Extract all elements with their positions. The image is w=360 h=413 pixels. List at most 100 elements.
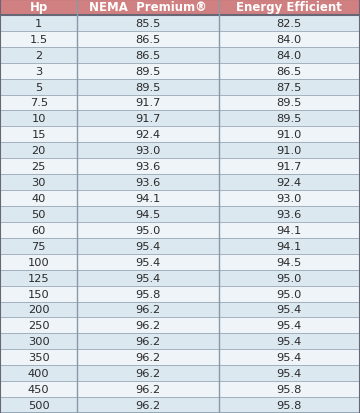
Text: 93.6: 93.6 <box>135 178 161 188</box>
Text: 95.4: 95.4 <box>135 241 161 251</box>
Text: 84.0: 84.0 <box>276 51 302 61</box>
Bar <box>219 79 360 95</box>
Text: 91.7: 91.7 <box>276 162 302 172</box>
Bar <box>219 270 360 286</box>
Text: 20: 20 <box>32 146 46 156</box>
Bar <box>0 222 77 238</box>
Bar <box>219 32 360 47</box>
Bar <box>219 175 360 191</box>
Text: 5: 5 <box>35 82 42 93</box>
Bar <box>219 302 360 318</box>
Text: 10: 10 <box>31 114 46 124</box>
Text: 125: 125 <box>28 273 50 283</box>
Bar <box>0 64 77 79</box>
Bar <box>77 32 219 47</box>
Text: 91.0: 91.0 <box>276 146 302 156</box>
Bar <box>77 127 219 143</box>
Bar <box>77 159 219 175</box>
Bar <box>0 0 77 16</box>
Text: 94.1: 94.1 <box>135 194 161 204</box>
Bar <box>219 222 360 238</box>
Text: 95.0: 95.0 <box>276 289 302 299</box>
Bar <box>77 270 219 286</box>
Text: 7.5: 7.5 <box>30 98 48 108</box>
Text: 93.0: 93.0 <box>135 146 161 156</box>
Text: 95.4: 95.4 <box>276 337 302 347</box>
Bar <box>0 366 77 381</box>
Bar <box>77 79 219 95</box>
Bar <box>77 366 219 381</box>
Bar <box>0 318 77 334</box>
Bar <box>0 16 77 32</box>
Text: 96.2: 96.2 <box>135 400 161 410</box>
Text: 94.5: 94.5 <box>135 209 161 219</box>
Text: 89.5: 89.5 <box>135 82 161 93</box>
Bar <box>0 206 77 222</box>
Text: 96.2: 96.2 <box>135 352 161 362</box>
Text: 100: 100 <box>28 257 50 267</box>
Bar <box>219 254 360 270</box>
Bar <box>0 159 77 175</box>
Text: 86.5: 86.5 <box>135 51 161 61</box>
Text: 15: 15 <box>31 130 46 140</box>
Bar <box>0 302 77 318</box>
Text: 92.4: 92.4 <box>277 178 302 188</box>
Bar <box>77 47 219 64</box>
Bar <box>0 238 77 254</box>
Text: 82.5: 82.5 <box>276 19 302 29</box>
Bar <box>0 334 77 349</box>
Bar <box>77 95 219 111</box>
Text: 95.8: 95.8 <box>276 400 302 410</box>
Bar <box>219 0 360 16</box>
Bar <box>0 111 77 127</box>
Bar <box>219 143 360 159</box>
Text: 500: 500 <box>28 400 50 410</box>
Bar <box>219 47 360 64</box>
Bar <box>77 206 219 222</box>
Text: 40: 40 <box>32 194 46 204</box>
Bar <box>77 318 219 334</box>
Bar <box>219 111 360 127</box>
Bar <box>77 175 219 191</box>
Text: 30: 30 <box>31 178 46 188</box>
Text: 96.2: 96.2 <box>135 320 161 331</box>
Bar <box>77 397 219 413</box>
Bar <box>219 238 360 254</box>
Text: 95.4: 95.4 <box>276 305 302 315</box>
Bar <box>0 381 77 397</box>
Text: NEMA  Premium®: NEMA Premium® <box>89 2 207 14</box>
Bar <box>0 254 77 270</box>
Bar <box>77 334 219 349</box>
Bar <box>0 175 77 191</box>
Bar <box>0 349 77 366</box>
Text: 450: 450 <box>28 384 50 394</box>
Bar <box>77 254 219 270</box>
Bar <box>0 47 77 64</box>
Text: Energy Efficient: Energy Efficient <box>236 2 342 14</box>
Bar <box>77 191 219 206</box>
Text: 95.4: 95.4 <box>276 320 302 331</box>
Bar <box>77 238 219 254</box>
Text: 60: 60 <box>32 225 46 235</box>
Bar <box>0 143 77 159</box>
Text: 95.8: 95.8 <box>276 384 302 394</box>
Text: 85.5: 85.5 <box>135 19 161 29</box>
Bar <box>0 95 77 111</box>
Text: 400: 400 <box>28 368 50 378</box>
Text: 1: 1 <box>35 19 42 29</box>
Bar <box>219 95 360 111</box>
Text: 89.5: 89.5 <box>276 98 302 108</box>
Bar <box>0 191 77 206</box>
Text: 350: 350 <box>28 352 50 362</box>
Text: 93.0: 93.0 <box>276 194 302 204</box>
Text: 95.4: 95.4 <box>135 273 161 283</box>
Bar <box>0 127 77 143</box>
Bar <box>77 302 219 318</box>
Bar <box>77 64 219 79</box>
Bar <box>219 397 360 413</box>
Bar <box>219 349 360 366</box>
Bar <box>219 366 360 381</box>
Text: 96.2: 96.2 <box>135 305 161 315</box>
Bar <box>0 397 77 413</box>
Bar <box>219 191 360 206</box>
